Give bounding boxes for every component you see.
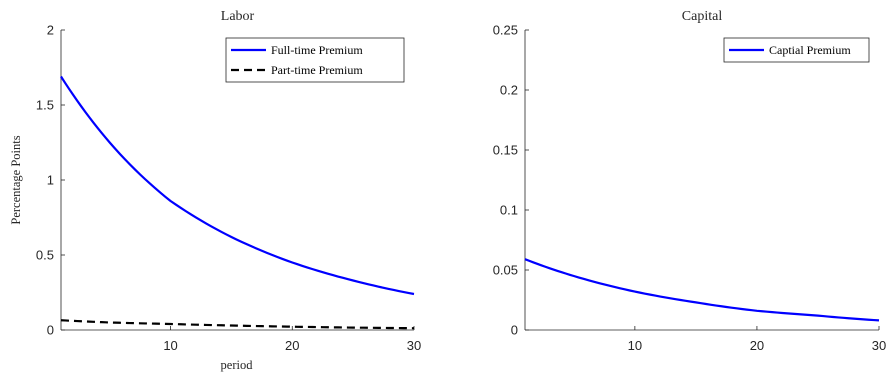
chart-title: Capital: [682, 9, 723, 24]
chart-capital: 0 0.05 0.1 0.15 0.2 0.25 10 20 30 Capital Captial …: [493, 9, 887, 353]
legend-label: Full-time Premium: [271, 43, 363, 57]
y-tick-label: 0: [47, 323, 54, 338]
x-tick-label: 30: [407, 338, 421, 353]
x-tick-label: 10: [628, 338, 642, 353]
y-tick-label: 1.5: [36, 98, 54, 113]
legend-box: [723, 37, 870, 63]
series-line-part-time-premium: [60, 319, 415, 330]
y-tick-label: 0: [511, 323, 518, 338]
legend-label: Part-time Premium: [271, 63, 363, 77]
series-line-full-time-premium: [60, 75, 415, 296]
chart-title: Labor: [221, 9, 255, 24]
x-tick-label: 20: [285, 338, 299, 353]
x-tick-label: 10: [163, 338, 177, 353]
x-tick-label: 20: [750, 338, 764, 353]
chart-labor: 0 0.5 1 1.5 2 10 20 30 Labor period Percentage Poi…: [9, 9, 421, 372]
y-tick-label: 0.15: [493, 143, 518, 158]
y-axis-label: Percentage Points: [9, 135, 23, 224]
y-tick-label: 1: [47, 173, 54, 188]
legend-label: Captial Premium: [769, 43, 851, 57]
legend-box: [225, 37, 405, 83]
y-tick-label: 0.2: [500, 83, 518, 98]
y-tick-label: 0.5: [36, 248, 54, 263]
x-axis-label: period: [221, 358, 254, 372]
legend: Captial Premium: [723, 37, 870, 63]
y-tick-label: 0.05: [493, 263, 518, 278]
y-tick-label: 0.25: [493, 23, 518, 38]
legend: Full-time Premium Part-time Premium: [225, 37, 405, 83]
y-tick-label: 0.1: [500, 203, 518, 218]
y-tick-label: 2: [47, 23, 54, 38]
series-line-captial-premium: [524, 258, 880, 322]
x-tick-label: 30: [872, 338, 886, 353]
